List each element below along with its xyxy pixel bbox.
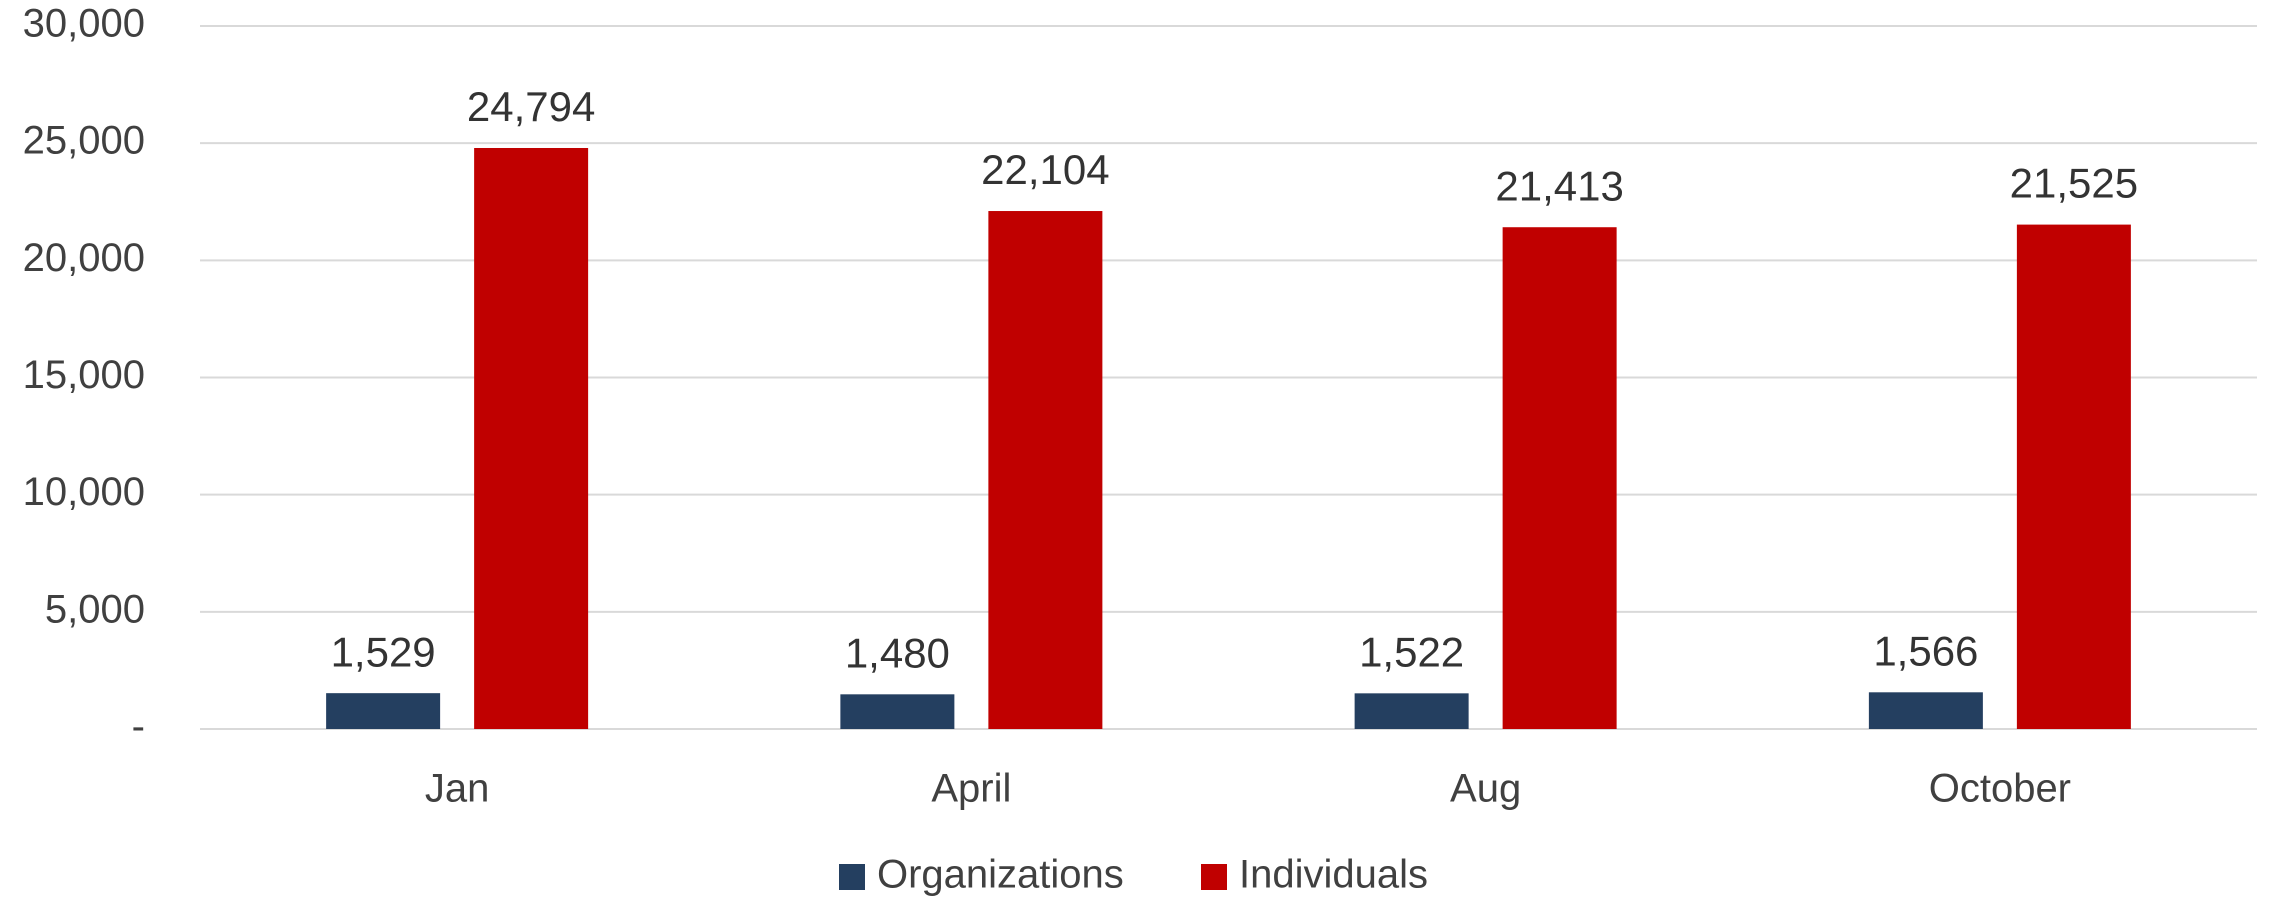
y-tick-label: 15,000 <box>23 353 145 397</box>
y-tick-label: 20,000 <box>23 236 145 280</box>
bar <box>1502 227 1617 729</box>
x-tick-label: April <box>931 767 1011 811</box>
value-label: 21,413 <box>1495 162 1623 209</box>
bar <box>326 693 441 729</box>
legend-swatch <box>1201 864 1227 890</box>
value-label: 1,566 <box>1873 627 1978 674</box>
y-tick-label: - <box>132 705 145 749</box>
bar <box>1354 693 1469 729</box>
y-tick-label: 25,000 <box>23 119 145 163</box>
bar <box>1868 692 1983 729</box>
y-tick-label: 10,000 <box>23 470 145 514</box>
y-tick-label: 30,000 <box>23 2 145 46</box>
bar <box>988 211 1103 729</box>
value-label: 1,480 <box>845 629 950 676</box>
legend-label: Individuals <box>1239 853 1428 897</box>
value-label: 21,525 <box>2010 160 2138 207</box>
value-label: 1,529 <box>331 628 436 675</box>
value-label: 1,522 <box>1359 628 1464 675</box>
value-label: 22,104 <box>981 146 1109 193</box>
x-tick-label: Jan <box>425 767 490 811</box>
legend-label: Organizations <box>877 853 1124 897</box>
bar <box>2016 224 2131 729</box>
bar <box>474 147 589 730</box>
x-tick-label: October <box>1929 767 2071 811</box>
legend-swatch <box>839 864 865 890</box>
value-label: 24,794 <box>467 83 595 130</box>
bar <box>840 694 955 729</box>
x-tick-label: Aug <box>1450 767 1521 811</box>
y-tick-label: 5,000 <box>45 587 145 631</box>
